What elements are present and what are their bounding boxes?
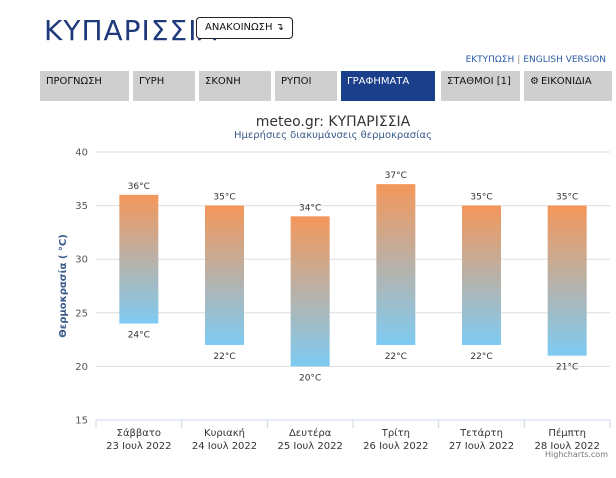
y-tick-label: 25 bbox=[75, 308, 88, 319]
nav-tabs: ΠΡΟΓΝΩΣΗ ΓΥΡΗ ΣΚΟΝΗ ΡΥΠΟΙ ΓΡΑΦΗΜΑΤΑ ΣΤΑΘ… bbox=[40, 71, 612, 101]
x-tick-label-day: Σάββατο bbox=[117, 427, 161, 439]
tab-label: ΣΤΑΘΜΟΙ [1] bbox=[447, 76, 511, 87]
x-tick-label-date: 25 Ιουλ 2022 bbox=[278, 441, 343, 452]
low-data-label: 24°C bbox=[128, 331, 150, 341]
high-data-label: 35°C bbox=[213, 193, 235, 203]
x-tick-label-day: Δευτέρα bbox=[289, 427, 332, 439]
tab-stations[interactable]: ΣΤΑΘΜΟΙ [1] bbox=[441, 71, 520, 101]
y-tick-label: 15 bbox=[75, 416, 88, 427]
high-data-label: 34°C bbox=[299, 203, 321, 213]
print-link[interactable]: ΕΚΤΥΠΩΣΗ bbox=[465, 55, 515, 65]
temperature-bar bbox=[290, 216, 330, 367]
tab-label: ΓΥΡΗ bbox=[139, 76, 165, 87]
chart-title: meteo.gr: ΚΥΠΑΡΙΣΣΙΑ bbox=[256, 114, 411, 130]
tab-dust[interactable]: ΣΚΟΝΗ bbox=[199, 71, 271, 101]
y-tick-label: 35 bbox=[75, 201, 88, 212]
high-data-label: 37°C bbox=[385, 171, 407, 181]
chart-subtitle: Ημερήσιες διακυμάνσεις θερμοκρασίας bbox=[234, 129, 432, 141]
tab-label: ΠΡΟΓΝΩΣΗ bbox=[46, 76, 102, 87]
tab-label: ΡΥΠΟΙ bbox=[281, 76, 312, 87]
low-data-label: 22°C bbox=[213, 352, 235, 362]
x-tick-label-date: 28 Ιουλ 2022 bbox=[535, 441, 600, 452]
low-data-label: 20°C bbox=[299, 373, 321, 383]
high-data-label: 35°C bbox=[556, 193, 578, 203]
x-tick-label-date: 24 Ιουλ 2022 bbox=[192, 441, 257, 452]
x-tick-label-day: Τετάρτη bbox=[459, 427, 503, 439]
tab-charts[interactable]: ΓΡΑΦΗΜΑΤΑ bbox=[341, 71, 435, 101]
x-tick-label-day: Τρίτη bbox=[381, 427, 410, 439]
tab-pollen[interactable]: ΓΥΡΗ bbox=[133, 71, 195, 101]
high-data-label: 36°C bbox=[128, 182, 150, 192]
x-tick-label-date: 27 Ιουλ 2022 bbox=[449, 441, 514, 452]
y-tick-label: 20 bbox=[75, 362, 88, 373]
tab-pollutants[interactable]: ΡΥΠΟΙ bbox=[275, 71, 337, 101]
top-links: ΕΚΤΥΠΩΣΗ | ENGLISH VERSION bbox=[466, 55, 606, 65]
tab-label: ΕΙΚΟΝΙΔΙΑ bbox=[540, 76, 592, 87]
announce-button[interactable]: ΑΝΑΚΟΙΝΩΣΗ ↴ bbox=[196, 17, 294, 39]
tab-label: ΣΚΟΝΗ bbox=[205, 76, 241, 87]
highcharts-credit[interactable]: Highcharts.com bbox=[545, 450, 608, 459]
low-data-label: 21°C bbox=[556, 363, 578, 373]
x-tick-label-date: 26 Ιουλ 2022 bbox=[363, 441, 428, 452]
y-tick-label: 40 bbox=[75, 148, 88, 159]
high-data-label: 35°C bbox=[470, 193, 492, 203]
y-tick-label: 30 bbox=[75, 255, 88, 266]
temperature-bar bbox=[462, 205, 501, 345]
link-separator: | bbox=[517, 55, 521, 65]
english-version-link[interactable]: ENGLISH VERSION bbox=[523, 55, 606, 65]
page-title: ΚΥΠΑΡΙΣΣΙΑ bbox=[44, 14, 218, 47]
temperature-bar bbox=[205, 205, 244, 345]
low-data-label: 22°C bbox=[470, 352, 492, 362]
x-tick-label-date: 23 Ιουλ 2022 bbox=[106, 441, 171, 452]
tab-label: ΓΡΑΦΗΜΑΤΑ bbox=[347, 76, 410, 87]
x-tick-label-day: Πέμπτη bbox=[548, 427, 586, 439]
y-axis-label: Θερμοκρασία ( °C) bbox=[57, 234, 69, 338]
temperature-bar bbox=[119, 194, 159, 324]
low-data-label: 22°C bbox=[385, 352, 407, 362]
tab-icons[interactable]: ⚙ ΕΙΚΟΝΙΔΙΑ bbox=[524, 71, 612, 101]
gear-icon: ⚙ bbox=[530, 76, 539, 87]
x-tick-label-day: Κυριακή bbox=[204, 427, 245, 439]
tab-forecast[interactable]: ΠΡΟΓΝΩΣΗ bbox=[40, 71, 129, 101]
temperature-bar bbox=[376, 184, 416, 345]
temperature-bar bbox=[547, 205, 587, 356]
